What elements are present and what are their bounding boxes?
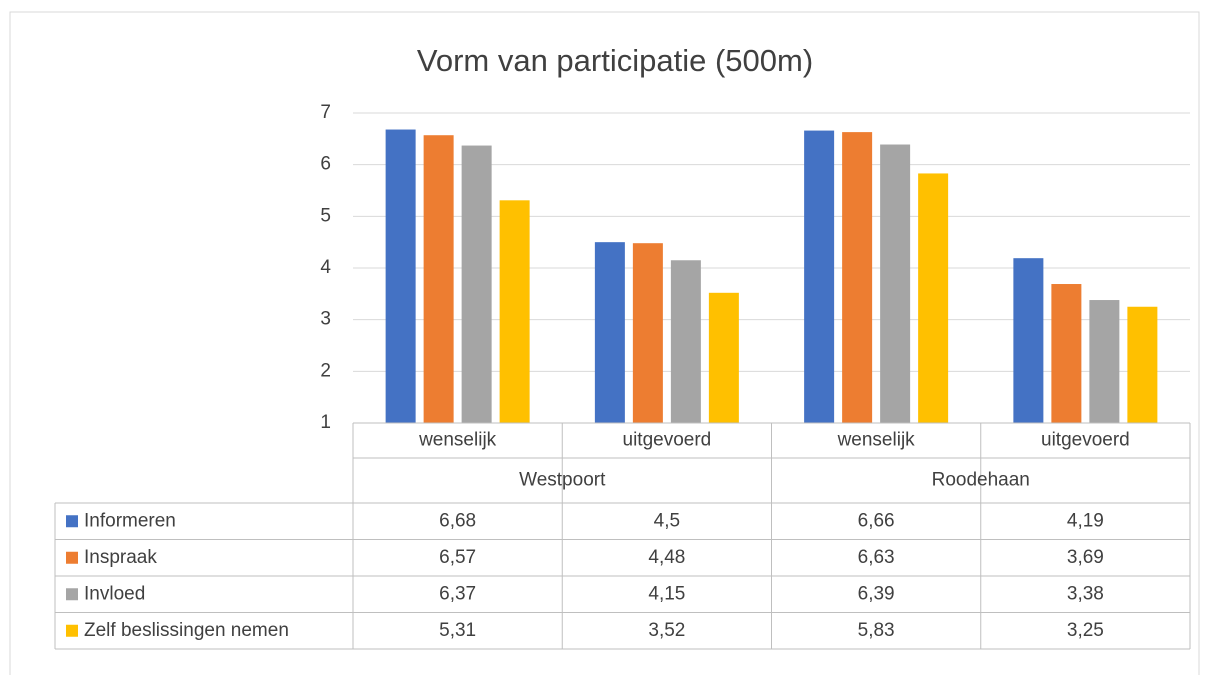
bar [918,173,949,423]
table-cell: 5,31 [439,620,476,641]
table-cell: 6,66 [858,510,895,531]
legend-label: Informeren [84,510,176,531]
bar [1127,306,1158,423]
bar [499,200,530,423]
y-tick-label: 2 [320,360,331,381]
group-label: Roodehaan [932,470,1030,491]
bar [461,145,492,424]
bar [880,144,911,423]
table-cell: 3,52 [648,620,685,641]
table-cell: 4,19 [1067,510,1104,531]
y-tick-label: 1 [320,412,331,433]
table-cell: 6,39 [858,583,895,604]
y-tick-label: 5 [320,205,331,226]
table-cell: 3,38 [1067,583,1104,604]
legend-label: Zelf beslissingen nemen [84,620,289,641]
table-cell: 6,68 [439,510,476,531]
x-tick-label: uitgevoerd [1041,430,1130,451]
bar [804,130,835,424]
legend-key [66,624,78,637]
legend-key [66,515,78,528]
bar [1013,258,1044,423]
x-tick-label: wenselijk [837,430,916,451]
table-cell: 4,48 [648,547,685,568]
y-tick-label: 4 [320,257,331,278]
table-cell: 6,37 [439,583,476,604]
legend-label: Inspraak [84,547,157,568]
group-label: Westpoort [519,470,606,491]
table-cell: 4,15 [648,583,685,604]
legend-key [66,551,78,564]
bar [842,132,873,423]
legend-label: Invloed [84,583,145,604]
x-tick-label: uitgevoerd [623,430,712,451]
table-cell: 3,25 [1067,620,1104,641]
bar [708,292,739,423]
bar [423,135,454,423]
x-tick-label: wenselijk [418,430,497,451]
table-cell: 4,5 [654,510,680,531]
table-cell: 3,69 [1067,547,1104,568]
chart-border [9,11,1200,675]
y-tick-label: 6 [320,154,331,175]
y-tick-label: 3 [320,309,331,330]
bar [594,242,625,423]
chart-title: Vorm van participatie (500m) [417,43,813,78]
bar [632,243,663,423]
legend-key [66,588,78,601]
y-tick-label: 7 [320,102,331,123]
bar [1089,300,1120,423]
table-cell: 6,57 [439,547,476,568]
bar [385,129,416,424]
bar [670,260,701,423]
bar [1051,284,1082,423]
table-cell: 5,83 [858,620,895,641]
table-cell: 6,63 [858,547,895,568]
